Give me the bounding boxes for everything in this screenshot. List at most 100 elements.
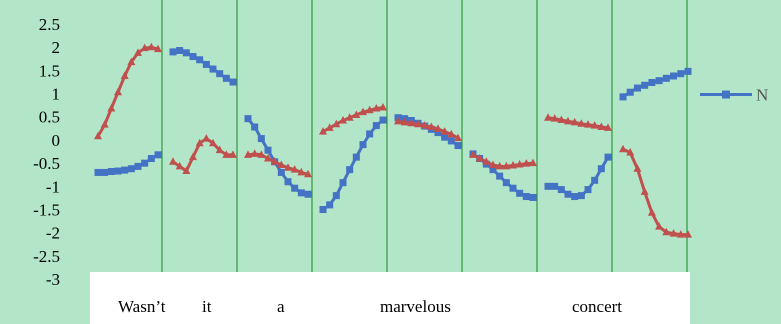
data-point xyxy=(134,162,142,170)
data-point xyxy=(140,43,149,52)
data-point xyxy=(182,49,190,57)
data-point xyxy=(502,161,511,170)
data-point xyxy=(502,179,510,187)
series-line-segment xyxy=(247,152,309,176)
data-point xyxy=(655,222,664,230)
data-point xyxy=(529,158,537,167)
word-label: a xyxy=(277,297,285,316)
data-point xyxy=(319,206,327,214)
data-point xyxy=(641,81,649,89)
data-point xyxy=(352,110,361,118)
data-point xyxy=(414,119,422,128)
data-point xyxy=(516,189,524,197)
data-point xyxy=(169,48,177,56)
word-label: it xyxy=(202,297,212,316)
segment-separators xyxy=(161,0,688,272)
data-point xyxy=(662,227,671,236)
data-point xyxy=(597,165,605,173)
data-point xyxy=(584,120,592,128)
data-point xyxy=(107,103,116,112)
y-tick-label: 1.5 xyxy=(39,61,60,80)
data-point xyxy=(557,186,565,194)
data-point xyxy=(440,127,449,135)
data-point xyxy=(584,186,592,194)
data-point xyxy=(121,166,129,174)
data-point xyxy=(640,187,649,195)
data-point xyxy=(496,172,504,180)
data-point xyxy=(277,160,286,169)
data-point xyxy=(141,159,149,167)
series-line-segment xyxy=(472,153,534,168)
data-point xyxy=(257,150,266,158)
data-point xyxy=(169,157,177,165)
data-point xyxy=(469,150,477,158)
data-point xyxy=(597,122,606,130)
data-point xyxy=(147,155,155,163)
data-point xyxy=(427,122,436,130)
data-point xyxy=(633,164,642,172)
data-point xyxy=(670,72,678,80)
data-point xyxy=(677,70,685,78)
data-point xyxy=(270,157,279,165)
data-point xyxy=(684,230,692,238)
data-point xyxy=(647,208,656,216)
data-point xyxy=(515,160,524,168)
data-point xyxy=(454,133,462,142)
data-point xyxy=(101,168,109,176)
data-point xyxy=(454,142,462,150)
data-point xyxy=(250,149,259,157)
data-point xyxy=(134,48,142,56)
data-point xyxy=(577,119,586,127)
data-point xyxy=(94,168,102,176)
data-point xyxy=(114,167,122,175)
data-point xyxy=(332,192,340,200)
data-point xyxy=(319,127,327,135)
data-point xyxy=(544,113,552,121)
data-point xyxy=(107,168,115,176)
data-point xyxy=(297,167,306,176)
series-line-segment xyxy=(322,118,384,211)
data-point xyxy=(590,121,599,129)
data-point xyxy=(577,192,585,200)
data-point xyxy=(571,193,579,201)
word-label-box xyxy=(90,272,690,324)
data-point xyxy=(209,138,217,147)
y-tick-label: 0 xyxy=(52,131,61,150)
data-point xyxy=(229,150,237,158)
data-point xyxy=(215,145,224,154)
data-point xyxy=(100,120,109,128)
data-point xyxy=(570,117,579,126)
data-point xyxy=(475,154,484,162)
data-point xyxy=(114,87,122,96)
data-point xyxy=(420,121,429,129)
data-point xyxy=(202,60,210,68)
data-point xyxy=(394,116,402,125)
data-point xyxy=(339,116,347,124)
data-point xyxy=(209,65,217,73)
data-point xyxy=(176,47,184,54)
data-point xyxy=(352,153,360,161)
data-point xyxy=(379,116,387,124)
y-tick-label: -0.5 xyxy=(33,154,60,173)
data-point xyxy=(676,230,685,238)
data-point xyxy=(441,133,449,141)
data-point xyxy=(147,42,156,51)
word-label: concert xyxy=(572,297,622,316)
data-point xyxy=(154,44,162,53)
data-point xyxy=(189,53,197,61)
data-point xyxy=(304,169,312,178)
data-point xyxy=(345,113,354,121)
data-point xyxy=(509,184,517,192)
data-point xyxy=(332,119,341,128)
data-point xyxy=(339,179,347,187)
data-point xyxy=(175,161,184,170)
data-point xyxy=(489,160,497,169)
data-point xyxy=(154,151,162,159)
data-point xyxy=(434,129,442,137)
data-point xyxy=(264,154,272,162)
data-point xyxy=(284,178,292,186)
y-tick-label: -1 xyxy=(46,177,60,196)
data-point xyxy=(662,74,670,82)
data-point xyxy=(407,118,416,127)
